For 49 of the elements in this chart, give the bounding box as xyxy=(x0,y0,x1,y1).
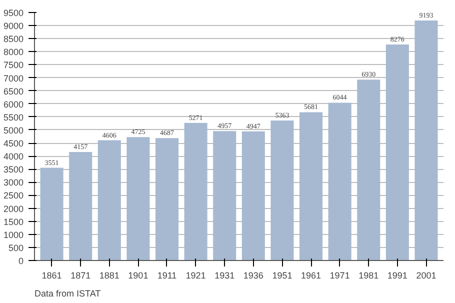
y-tick-label: 6000 xyxy=(3,99,24,110)
y-tick-label: 1000 xyxy=(3,230,24,240)
y-tick-label: 3000 xyxy=(3,178,24,188)
bar xyxy=(155,138,179,260)
x-tick-label: 1951 xyxy=(272,270,292,280)
text: Data from ISTAT xyxy=(34,288,102,298)
y-tick-label: 4000 xyxy=(3,152,24,162)
x-tick-label: 1991 xyxy=(387,270,408,280)
y-tick-label: 0 xyxy=(18,256,24,266)
bar xyxy=(328,102,352,260)
x-tick-label: 1881 xyxy=(99,270,120,280)
y-tick-label: 3500 xyxy=(3,164,24,175)
y-tick-label: 5000 xyxy=(3,125,24,136)
y-tick-label: 2000 xyxy=(3,204,24,214)
bar xyxy=(213,131,236,260)
y-tick-label: 2500 xyxy=(3,190,24,201)
x-tick-label: 1931 xyxy=(214,270,235,280)
bar xyxy=(242,131,265,260)
y-tick-label: 9500 xyxy=(3,8,24,18)
x-tick-label: 2001 xyxy=(416,270,436,280)
bar xyxy=(40,168,64,260)
bar xyxy=(270,120,294,260)
x-tick-label: 1871 xyxy=(70,270,91,280)
y-tick-label: 7500 xyxy=(3,60,24,70)
bar xyxy=(386,44,409,260)
bar xyxy=(184,122,208,260)
x-tick-label: 1936 xyxy=(243,270,264,280)
y-tick-label: 6500 xyxy=(3,86,24,96)
bar xyxy=(126,137,150,260)
y-tick-label: 9000 xyxy=(3,21,24,32)
x-tick-label: 1911 xyxy=(157,270,177,280)
bar xyxy=(69,152,92,260)
y-tick-label: 8000 xyxy=(3,47,24,58)
y-tick-label: 4500 xyxy=(3,138,24,149)
bar xyxy=(357,80,380,260)
y-tick-label: 8500 xyxy=(3,34,24,44)
x-tick-label: 1981 xyxy=(358,270,379,280)
x-tick-label: 1971 xyxy=(330,270,350,280)
x-tick-label: 1901 xyxy=(128,270,148,280)
y-tick-label: 1500 xyxy=(3,216,24,227)
bar xyxy=(414,20,438,260)
bar xyxy=(299,112,323,260)
y-tick-label: 5500 xyxy=(3,112,24,122)
x-tick-label: 1861 xyxy=(42,270,62,280)
y-tick-label: 500 xyxy=(8,242,24,253)
y-tick-label: 7000 xyxy=(3,73,24,84)
bar xyxy=(98,140,121,260)
x-tick-label: 1921 xyxy=(186,270,206,280)
x-tick-label: 1961 xyxy=(300,270,322,280)
